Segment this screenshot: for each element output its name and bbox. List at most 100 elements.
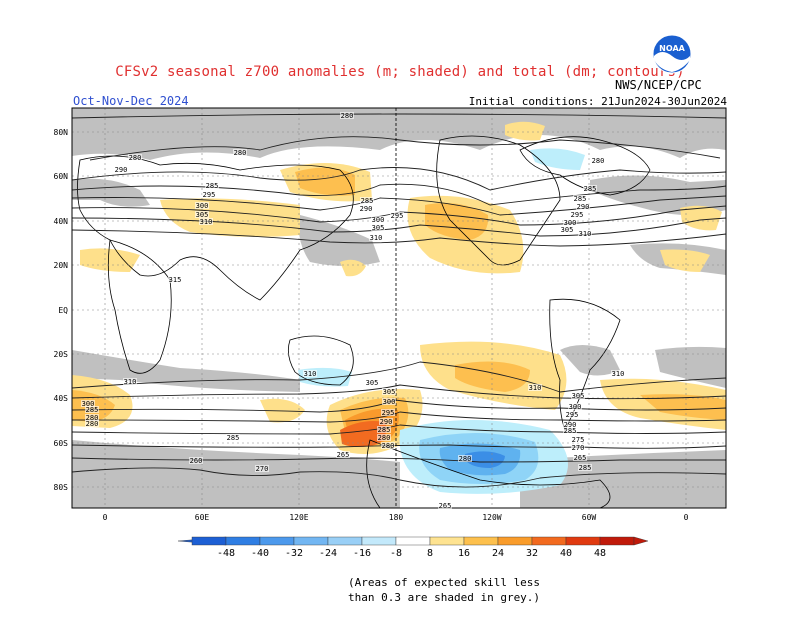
colorbar-label: -32: [285, 548, 303, 559]
colorbar-label: -8: [390, 548, 402, 559]
contour-label: 305: [366, 379, 379, 387]
lon-label: 60E: [195, 513, 210, 522]
contour-label: 285: [227, 434, 240, 442]
contour-label: 285: [564, 427, 577, 435]
contour-label: 300: [372, 216, 385, 224]
lon-label: 180: [389, 513, 404, 522]
contour-label: 310: [124, 378, 137, 386]
colorbar-label: 32: [526, 548, 538, 559]
lon-label: 0: [103, 513, 108, 522]
colorbar-cell: [429, 536, 465, 546]
lat-label: 20N: [54, 261, 69, 270]
colorbar-cell: [395, 536, 431, 546]
colorbar-cell: [531, 536, 567, 546]
contour-label: 295: [571, 211, 584, 219]
lat-label: 80N: [54, 128, 69, 137]
colorbar-cell: [565, 536, 601, 546]
negative-anomalies: [298, 148, 585, 494]
contour-label: 285: [86, 406, 99, 414]
noaa-logo-icon: NOAA: [652, 34, 692, 74]
contour-value-labels: 2802802802852902852953003053102852902953…: [81, 112, 625, 510]
colorbar-label: 40: [560, 548, 572, 559]
contour-label: 285: [206, 182, 219, 190]
contour-label: 295: [203, 191, 216, 199]
contour-label: 310: [579, 230, 592, 238]
colorbar-label: 16: [458, 548, 470, 559]
lon-label: 0: [684, 513, 689, 522]
noaa-logo-text: NOAA: [659, 44, 685, 53]
contour-label: 310: [612, 370, 625, 378]
contour-label: 275: [572, 436, 585, 444]
contour-label: 290: [577, 203, 590, 211]
initial-conditions-label: Initial conditions: 21Jun2024-30Jun2024: [468, 95, 727, 108]
contour-label: 280: [378, 434, 391, 442]
lat-label: 40N: [54, 217, 69, 226]
lon-label: 120W: [482, 513, 501, 522]
colorbar-cell: [361, 536, 397, 546]
contour-label: 280: [382, 442, 395, 450]
contour-label: 300: [564, 219, 577, 227]
colorbar-label: 48: [594, 548, 606, 559]
chart-title: CFSv2 seasonal z700 anomalies (m; shaded…: [115, 64, 685, 80]
contour-label: 290: [380, 418, 393, 426]
season-label: Oct-Nov-Dec 2024: [73, 94, 189, 108]
map-frame: [71, 107, 727, 509]
coastlines: [77, 135, 651, 509]
contour-label: 280: [86, 414, 99, 422]
colorbar-cell: [191, 536, 227, 546]
contour-label: 300: [196, 202, 209, 210]
contour-label: 285: [584, 185, 597, 193]
colorbar-label: -24: [319, 548, 337, 559]
contour-label: 280: [459, 455, 472, 463]
contour-label: 285: [361, 197, 374, 205]
colorbar-label: -40: [251, 548, 269, 559]
contour-label: 295: [382, 409, 395, 417]
contour-label: 310: [200, 218, 213, 226]
contour-label: 310: [529, 384, 542, 392]
contour-label: 290: [115, 166, 128, 174]
contour-label: 270: [256, 465, 269, 473]
contour-label: 300: [569, 403, 582, 411]
contour-label: 300: [383, 398, 396, 406]
skill-footnote: (Areas of expected skill less than 0.3 a…: [348, 575, 540, 605]
colorbar-label: 24: [492, 548, 504, 559]
contour-label: 305: [196, 211, 209, 219]
contour-label: 285: [574, 195, 587, 203]
lon-label: 60W: [582, 513, 597, 522]
latitude-labels: 80N 60N 40N 20N EQ 20S 40S 60S 80S: [54, 128, 69, 492]
colorbar-cell: [599, 536, 635, 546]
colorbar-cell: [225, 536, 261, 546]
contour-label: 310: [370, 234, 383, 242]
contour-label: 290: [360, 205, 373, 213]
colorbar-cell: [293, 536, 329, 546]
colorbar-cell: [633, 536, 649, 546]
contour-label: 280: [234, 149, 247, 157]
colorbar-cell: [259, 536, 295, 546]
lat-label: 40S: [54, 394, 69, 403]
contour-label: 315: [169, 276, 182, 284]
longitude-labels: 0 60E 120E 180 120W 60W 0: [103, 513, 689, 522]
lat-label: 60N: [54, 172, 69, 181]
contour-label: 305: [383, 388, 396, 396]
contour-label: 280: [129, 154, 142, 162]
lat-label: EQ: [58, 306, 68, 315]
footnote-line-2: than 0.3 are shaded in grey.): [348, 591, 541, 604]
lat-label: 20S: [54, 350, 69, 359]
colorbar-cell: [497, 536, 533, 546]
contour-label: 310: [304, 370, 317, 378]
agency-label: NWS/NCEP/CPC: [615, 78, 702, 92]
contour-label: 280: [86, 420, 99, 428]
contour-label: 285: [579, 464, 592, 472]
lat-label: 60S: [54, 439, 69, 448]
contour-label: 270: [572, 444, 585, 452]
contour-label: 305: [372, 224, 385, 232]
contour-label: 295: [391, 212, 404, 220]
colorbar-label: -16: [353, 548, 371, 559]
contour-label: 300: [82, 400, 95, 408]
colorbar-cell: [463, 536, 499, 546]
contour-label: 305: [561, 226, 574, 234]
contour-label: 305: [572, 392, 585, 400]
contour-label: 295: [566, 411, 579, 419]
contour-label: 260: [190, 457, 203, 465]
